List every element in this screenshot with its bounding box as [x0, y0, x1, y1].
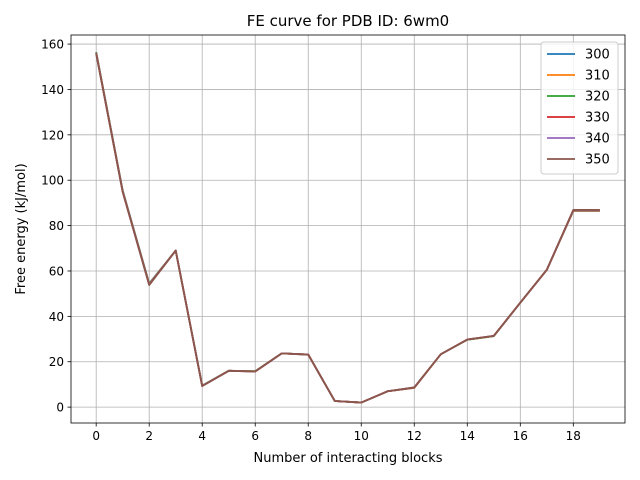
legend-label-340: 340 [585, 132, 610, 147]
legend-label-350: 350 [585, 153, 610, 168]
series-line-350 [95, 53, 600, 404]
y-tick-label: 20 [49, 355, 64, 369]
y-tick-label: 120 [41, 128, 64, 142]
plot-frame [70, 34, 626, 424]
legend-label-320: 320 [585, 90, 610, 105]
y-tick-label: 140 [41, 83, 64, 97]
grid [71, 35, 625, 423]
x-tick-label: 6 [251, 429, 259, 443]
x-tick-label: 0 [92, 429, 100, 443]
y-axis-ticks: 0 20 40 60 80 100 120 140 160 [41, 38, 71, 415]
x-tick-label: 12 [407, 429, 422, 443]
x-tick-label: 18 [566, 429, 581, 443]
legend-label-310: 310 [585, 69, 610, 84]
y-tick-label: 60 [49, 264, 64, 278]
x-tick-label: 10 [354, 429, 369, 443]
chart-title: FE curve for PDB ID: 6wm0 [247, 12, 449, 30]
x-tick-label: 4 [198, 429, 206, 443]
y-tick-label: 40 [49, 310, 64, 324]
legend-label-330: 330 [585, 111, 610, 126]
x-tick-label: 8 [304, 429, 312, 443]
x-tick-label: 2 [145, 429, 153, 443]
y-axis-label: Free energy (kJ/mol) [14, 163, 29, 294]
y-tick-label: 0 [56, 401, 64, 415]
legend-label-300: 300 [585, 48, 610, 63]
x-tick-label: 14 [460, 429, 475, 443]
series-lines [95, 51, 600, 404]
x-tick-label: 16 [513, 429, 528, 443]
y-tick-label: 80 [49, 219, 64, 233]
y-tick-label: 100 [41, 174, 64, 188]
x-axis-ticks: 0 2 4 6 8 10 12 14 16 18 [92, 423, 581, 443]
legend: 300 310 320 330 340 350 [540, 41, 619, 175]
y-tick-label: 160 [41, 38, 64, 52]
x-axis-label: Number of interacting blocks [253, 451, 442, 466]
